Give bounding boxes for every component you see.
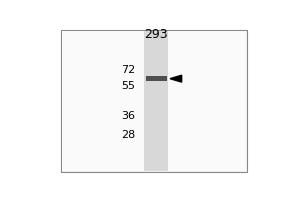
Text: 293: 293: [144, 28, 168, 41]
Bar: [61, 30, 247, 172]
Text: 55: 55: [121, 81, 135, 91]
Bar: [62, 31, 246, 171]
Text: 72: 72: [121, 65, 135, 75]
Bar: [145, 31, 168, 171]
Bar: [146, 76, 167, 81]
Text: 36: 36: [121, 111, 135, 121]
Polygon shape: [170, 75, 182, 82]
Text: 28: 28: [121, 130, 135, 140]
